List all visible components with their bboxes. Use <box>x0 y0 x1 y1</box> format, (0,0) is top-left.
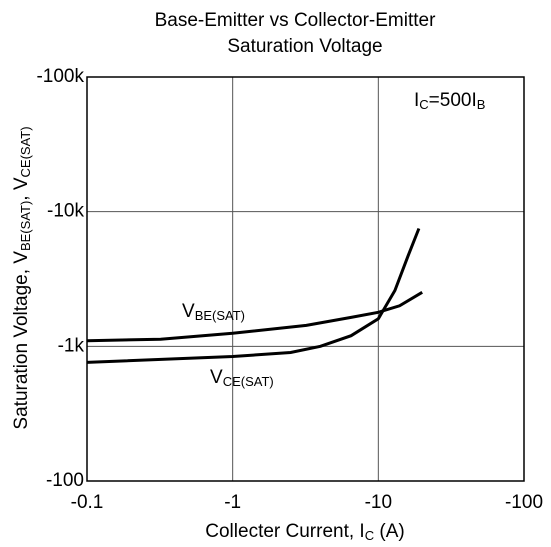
x-axis-label-part: (A) <box>374 521 405 542</box>
x-axis-label-part: Collecter Current, I <box>205 521 364 542</box>
plot-frame <box>86 76 525 482</box>
chart-title: Base-Emitter vs Collector-Emitter <box>155 10 437 31</box>
x-tick-label: -10 <box>365 492 392 513</box>
annotation-part: =500I <box>429 90 477 111</box>
series-line <box>86 227 421 364</box>
x-axis-label: Collecter Current, IC (A) <box>205 521 404 543</box>
x-tick-label: -100 <box>505 492 543 513</box>
y-axis-label-part: Saturation Voltage, V <box>11 251 32 430</box>
y-tick-label: -10k <box>47 201 84 222</box>
y-axis-label-part: , V <box>11 177 32 201</box>
y-tick-label: -100 <box>46 470 84 491</box>
annotation-sub: B <box>477 97 486 112</box>
y-tick-label: -1k <box>58 335 85 356</box>
series-label-part: V <box>182 301 195 322</box>
series-label: VCE(SAT) <box>210 367 274 389</box>
annotation-sub: C <box>419 97 428 112</box>
annotation: IC=500IB <box>414 90 485 112</box>
x-tick-label: -0.1 <box>71 492 104 513</box>
y-axis-label-sub: CE(SAT) <box>18 126 33 177</box>
annotation-part: I <box>414 90 419 111</box>
x-tick-label: -1 <box>224 492 241 513</box>
y-axis-label: Saturation Voltage, VBE(SAT), VCE(SAT) <box>11 126 33 429</box>
y-axis-label-sub: BE(SAT) <box>18 201 33 251</box>
chart-title: Saturation Voltage <box>227 36 382 57</box>
x-axis-label-sub: C <box>365 528 374 543</box>
y-tick-label: -100k <box>36 66 84 87</box>
series-line <box>86 291 423 343</box>
series-label-sub: BE(SAT) <box>195 308 245 323</box>
series-label-sub: CE(SAT) <box>223 374 274 389</box>
series-label-part: V <box>210 367 223 388</box>
series-label: VBE(SAT) <box>182 301 245 323</box>
